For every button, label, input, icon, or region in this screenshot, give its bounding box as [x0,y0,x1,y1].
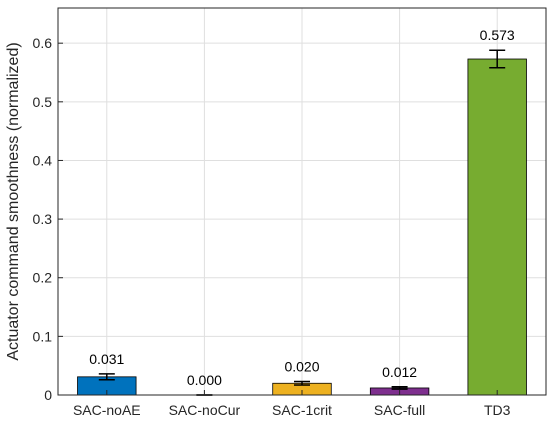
x-tick-label: TD3 [484,402,511,418]
error-bar-td3 [489,49,506,69]
x-tick-label: SAC-noCur [169,402,241,418]
bars [77,58,527,396]
y-tick-label: 0.3 [33,211,53,227]
y-tick-label: 0.6 [33,35,53,51]
data-label-td3: 0.573 [480,27,515,43]
ticks: 0 0.1 0.2 0.3 0.4 0.5 0.6 SAC-noAE SAC-noCur SAC-… [33,35,511,418]
data-label-sac-nocur: 0.000 [187,372,222,388]
y-tick-label: 0 [44,387,52,403]
data-label-sac-1crit: 0.020 [284,359,319,375]
x-tick-label: SAC-1crit [272,402,332,418]
y-tick-label: 0.2 [33,270,53,286]
error-bar-sac-1crit [294,380,310,386]
y-tick-label: 0.4 [33,152,53,168]
x-tick-label: SAC-noAE [73,402,141,418]
data-label-sac-full: 0.012 [382,364,417,380]
error-bar-sac-noae [98,373,115,381]
y-tick-label: 0.5 [33,94,53,110]
bar-td3 [467,58,527,396]
data-label-sac-noae: 0.031 [89,351,124,367]
x-tick-label: SAC-full [374,402,425,418]
data-labels: 0.031 0.000 0.020 0.012 0.573 [89,27,515,388]
y-tick-label: 0.1 [33,328,53,344]
y-axis-title: Actuator command smoothness (normalized) [5,42,22,360]
error-bar-sac-full [391,386,408,390]
